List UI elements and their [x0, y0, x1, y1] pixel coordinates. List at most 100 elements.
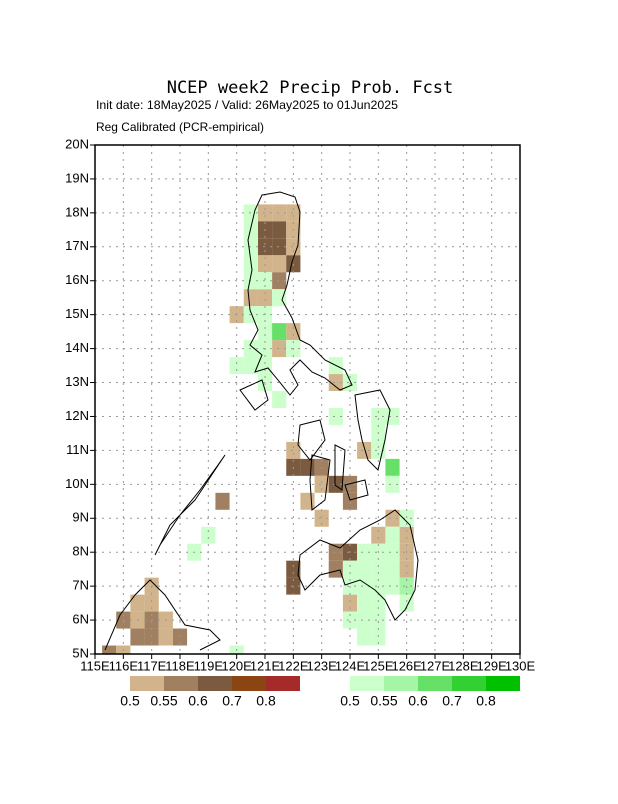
- legend-swatch: [418, 676, 452, 691]
- prob-cell: [272, 272, 287, 290]
- coast-panay: [297, 419, 326, 461]
- coast-samar-leyte: [354, 389, 391, 471]
- prob-cell: [385, 407, 400, 425]
- legend-label: 0.5: [120, 693, 140, 709]
- x-tick-label: 124E: [335, 658, 366, 673]
- prob-cell: [314, 509, 329, 527]
- legend-label: 0.8: [256, 693, 276, 709]
- x-tick-label: 115E: [80, 658, 110, 673]
- coast-negros: [309, 454, 331, 511]
- prob-cell: [385, 458, 400, 476]
- y-tick-label: 17N: [65, 238, 89, 253]
- y-tick-label: 20N: [65, 136, 89, 151]
- x-tick-label: 122E: [278, 658, 309, 673]
- prob-cell: [385, 560, 400, 578]
- y-tick-label: 16N: [65, 272, 89, 287]
- prob-cell: [357, 560, 372, 578]
- subtitle: Init date: 18May2025 / Valid: 26May2025 …: [96, 98, 398, 112]
- legend-label: 0.6: [188, 693, 208, 709]
- coast-mindanao: [297, 509, 419, 621]
- coast-borneo: [104, 579, 221, 651]
- legend-label: 0.55: [150, 693, 177, 709]
- prob-cell: [201, 526, 216, 544]
- coast-luzon: [247, 191, 353, 396]
- legend-label: 0.8: [476, 693, 496, 709]
- y-tick-label: 10N: [65, 476, 89, 491]
- prob-cell: [342, 594, 358, 612]
- x-tick-label: 118E: [165, 658, 195, 673]
- prob-cell: [286, 560, 301, 578]
- prob-cell: [371, 560, 386, 578]
- legend-swatch: [486, 676, 520, 691]
- prob-cell: [357, 628, 372, 646]
- prob-cell: [272, 221, 287, 239]
- legend-label: 0.6: [408, 693, 428, 709]
- x-tick-label: 120E: [221, 658, 252, 673]
- y-tick-label: 5N: [72, 645, 89, 660]
- prob-cell: [399, 526, 414, 544]
- prob-cell: [385, 577, 400, 595]
- prob-cell: [257, 289, 273, 307]
- y-tick-label: 12N: [65, 408, 89, 423]
- x-tick-label: 121E: [250, 658, 281, 673]
- y-tick-label: 8N: [72, 544, 89, 559]
- prob-cell: [371, 407, 386, 425]
- prob-cell: [286, 255, 301, 273]
- prob-cell: [357, 441, 372, 459]
- prob-cell: [399, 509, 414, 527]
- prob-cell: [357, 543, 372, 561]
- x-tick-label: 126E: [391, 658, 422, 673]
- prob-cell: [286, 441, 301, 459]
- legend-swatch: [350, 676, 384, 691]
- prob-cell: [357, 577, 372, 595]
- prob-cell: [272, 323, 287, 341]
- coastline: [104, 191, 419, 651]
- prob-cell: [272, 238, 287, 256]
- y-tick-label: 14N: [65, 340, 89, 355]
- prob-cell: [243, 289, 258, 307]
- prob-cell: [272, 204, 287, 222]
- grid: [90, 144, 521, 659]
- legend-swatch: [266, 676, 300, 691]
- x-tick-label: 116E: [109, 658, 139, 673]
- legend-swatch: [130, 676, 164, 691]
- prob-cell: [257, 255, 273, 273]
- prob-cell: [102, 645, 117, 654]
- prob-cell: [385, 543, 400, 561]
- prob-cell: [342, 611, 358, 629]
- legend-label: 0.5: [340, 693, 360, 709]
- x-tick-label: 130E: [505, 658, 536, 673]
- title: NCEP week2 Precip Prob. Fcst: [167, 78, 454, 98]
- legend-swatch: [198, 676, 232, 691]
- prob-cell: [243, 357, 258, 375]
- prob-cell: [328, 407, 343, 425]
- map-frame: [94, 144, 521, 655]
- prob-cell: [130, 594, 145, 612]
- prob-cell: [371, 526, 386, 544]
- prob-cell: [314, 475, 329, 493]
- x-tick-label: 127E: [420, 658, 451, 673]
- x-tick-label: 117E: [137, 658, 167, 673]
- subtitle: Reg Calibrated (PCR-empirical): [96, 120, 264, 134]
- x-tick-label: 125E: [363, 658, 394, 673]
- prob-cell: [328, 374, 343, 392]
- prob-cell: [371, 594, 386, 612]
- prob-cell: [286, 323, 301, 341]
- x-tick-label: 119E: [194, 658, 224, 673]
- prob-cell: [158, 628, 173, 646]
- y-tick-label: 11N: [66, 442, 89, 457]
- prob-cell: [342, 492, 358, 510]
- prob-cell: [144, 628, 159, 646]
- prob-cell: [272, 391, 287, 408]
- prob-cell: [300, 492, 315, 510]
- y-tick-label: 18N: [65, 204, 89, 219]
- prob-cell: [357, 594, 372, 612]
- coast-mindoro: [239, 379, 269, 411]
- prob-cell: [130, 628, 145, 646]
- x-tick-label: 129E: [476, 658, 507, 673]
- prob-cell: [286, 204, 301, 222]
- prob-cell: [172, 628, 188, 646]
- prob-cell: [399, 560, 414, 578]
- prob-cell: [144, 594, 159, 612]
- prob-cell: [272, 255, 287, 273]
